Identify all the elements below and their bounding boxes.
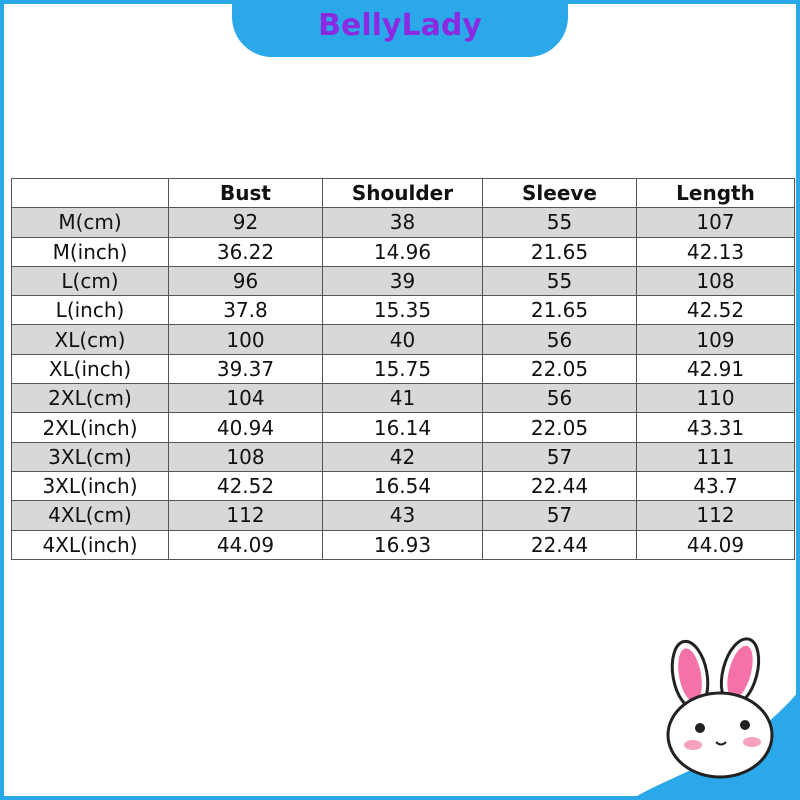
table-row: 4XL(cm) 112 43 57 112 (11, 500, 795, 531)
table-cell: 42.13 (636, 236, 795, 267)
table-cell: 43.7 (636, 470, 795, 502)
table-row: 2XL(inch) 40.94 16.14 22.05 43.31 (11, 412, 795, 443)
table-cell: 57 (482, 441, 637, 472)
table-cell: 21.65 (482, 236, 637, 267)
table-cell: 40 (322, 324, 483, 355)
table-cell: 56 (482, 324, 637, 355)
table-cell: 92 (168, 207, 323, 238)
table-cell: 41 (322, 383, 483, 414)
table-cell: 15.75 (322, 353, 483, 385)
table-cell: 43 (322, 500, 483, 531)
table-cell: 42.52 (168, 470, 323, 502)
table-cell: 43.31 (636, 412, 795, 443)
row-label: XL(inch) (11, 353, 169, 385)
table-cell: 111 (636, 441, 795, 472)
table-cell: 22.44 (482, 529, 637, 560)
table-cell: 16.54 (322, 470, 483, 502)
brand-tab (232, 0, 568, 57)
row-label: 2XL(inch) (11, 412, 169, 443)
table-cell: 42 (322, 441, 483, 472)
row-label: 4XL(inch) (11, 529, 169, 560)
table-cell: 44.09 (168, 529, 323, 560)
table-row: M(inch) 36.22 14.96 21.65 42.13 (11, 236, 795, 267)
table-cell: 39.37 (168, 353, 323, 385)
table-cell: 107 (636, 207, 795, 238)
row-label: M(cm) (11, 207, 169, 238)
table-row: L(inch) 37.8 15.35 21.65 42.52 (11, 295, 795, 326)
row-label: XL(cm) (11, 324, 169, 355)
corner-wave (630, 690, 800, 800)
table-row: XL(cm) 100 40 56 109 (11, 324, 795, 355)
table-cell: 16.14 (322, 412, 483, 443)
row-label: 3XL(cm) (11, 441, 169, 472)
table-cell: 42.91 (636, 353, 795, 385)
table-cell: 96 (168, 265, 323, 297)
table-cell: 22.05 (482, 353, 637, 385)
row-label: 3XL(inch) (11, 470, 169, 502)
table-cell: 108 (168, 441, 323, 472)
column-header: Length (636, 177, 795, 209)
bunny (666, 637, 774, 779)
table-cell: 40.94 (168, 412, 323, 443)
table-row: 4XL(inch) 44.09 16.93 22.44 44.09 (11, 529, 795, 560)
table-cell: 37.8 (168, 295, 323, 326)
table-row: M(cm) 92 38 55 107 (11, 207, 795, 238)
column-header: Shoulder (322, 177, 483, 209)
table-cell: 57 (482, 500, 637, 531)
table-cell: 56 (482, 383, 637, 414)
size-table: Bust Shoulder Sleeve Length M(cm) 92 38 55 107 M(… (11, 177, 795, 560)
table-row: XL(inch) 39.37 15.75 22.05 42.91 (11, 353, 795, 385)
table-cell: 55 (482, 265, 637, 297)
table-cell: 44.09 (636, 529, 795, 560)
row-label: M(inch) (11, 236, 169, 267)
table-cell: 108 (636, 265, 795, 297)
table-cell: 109 (636, 324, 795, 355)
column-header: Bust (168, 177, 323, 209)
table-cell: 42.52 (636, 295, 795, 326)
table-cell: 16.93 (322, 529, 483, 560)
table-cell: 55 (482, 207, 637, 238)
table-cell: 112 (636, 500, 795, 531)
header-row: Bust Shoulder Sleeve Length (11, 177, 795, 209)
table-cell: 38 (322, 207, 483, 238)
table-cell: 104 (168, 383, 323, 414)
table-cell: 39 (322, 265, 483, 297)
row-label: L(inch) (11, 295, 169, 326)
row-label: L(cm) (11, 265, 169, 297)
table-row: 2XL(cm) 104 41 56 110 (11, 383, 795, 414)
table-cell: 100 (168, 324, 323, 355)
table-cell: 110 (636, 383, 795, 414)
table-cell: 112 (168, 500, 323, 531)
table-row: 3XL(cm) 108 42 57 111 (11, 441, 795, 472)
table-cell: 36.22 (168, 236, 323, 267)
table-cell: 15.35 (322, 295, 483, 326)
table-cell: 21.65 (482, 295, 637, 326)
corner-cell (11, 177, 169, 209)
column-header: Sleeve (482, 177, 637, 209)
table-cell: 14.96 (322, 236, 483, 267)
table-cell: 22.44 (482, 470, 637, 502)
brand-title: BellyLady (318, 8, 482, 43)
row-label: 4XL(cm) (11, 500, 169, 531)
table-row: 3XL(inch) 42.52 16.54 22.44 43.7 (11, 470, 795, 502)
table-cell: 22.05 (482, 412, 637, 443)
table-row: L(cm) 96 39 55 108 (11, 265, 795, 297)
row-label: 2XL(cm) (11, 383, 169, 414)
